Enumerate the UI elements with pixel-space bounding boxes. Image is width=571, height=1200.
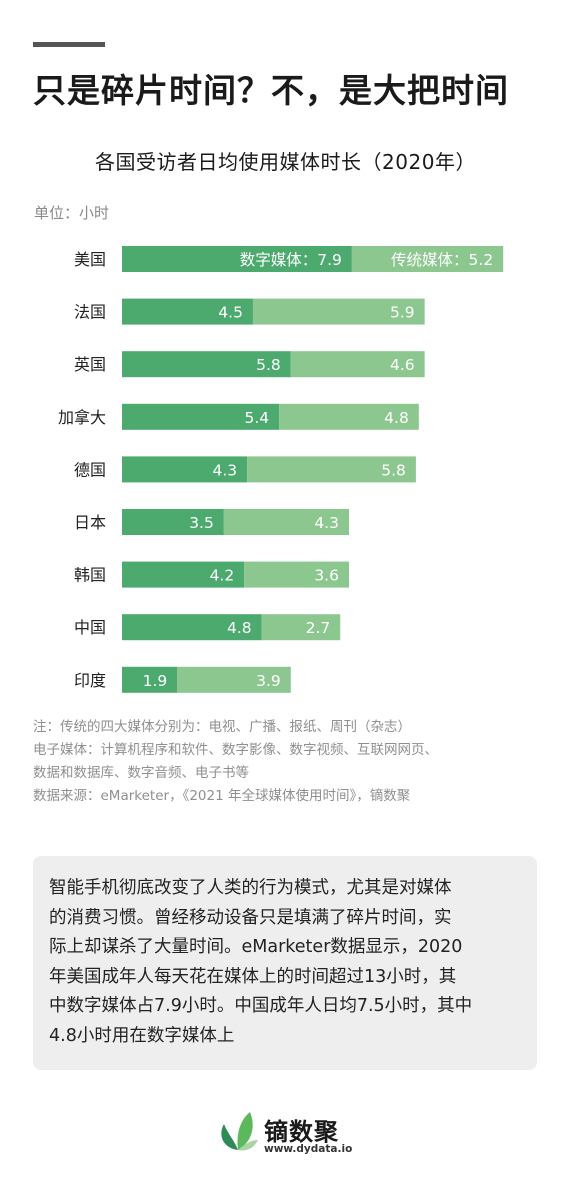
note-line: 电子媒体：计算机程序和软件、数字影像、数字视频、互联网网页、 xyxy=(33,742,438,758)
bar-segment xyxy=(279,403,419,430)
bar-segment xyxy=(122,298,253,325)
leaf-logo-icon xyxy=(221,1112,258,1151)
bar-segment xyxy=(252,298,425,325)
bar-segment xyxy=(223,509,349,535)
summary-line: 的消费习惯。曾经移动设备只是填满了碎片时间，实 xyxy=(49,907,452,928)
category-label: 英国 xyxy=(74,355,106,374)
summary-line: 际上却谋杀了大量时间。eMarketer数据显示，2020 xyxy=(49,937,463,957)
summary-line: 中数字媒体占7.9小时。中国成年人日均7.5小时，其中 xyxy=(49,996,473,1016)
bar-segment xyxy=(290,351,425,378)
summary-line: 智能手机彻底改变了人类的行为模式，尤其是对媒体 xyxy=(49,878,452,898)
unit-label: 单位：小时 xyxy=(34,204,110,222)
data-label: 传统媒体：5.2 xyxy=(391,251,493,269)
data-label: 4.5 xyxy=(218,304,243,322)
brand-logo[interactable]: 镝数聚 www.dydata.io xyxy=(218,1110,358,1160)
category-label: 加拿大 xyxy=(58,408,106,427)
category-label: 印度 xyxy=(74,671,106,690)
bar-segment xyxy=(122,351,291,378)
bar-segment xyxy=(122,456,248,483)
data-label: 数字媒体：7.9 xyxy=(240,251,342,269)
brand-name: 镝数聚 xyxy=(264,1118,339,1146)
bar-segment xyxy=(247,456,416,483)
category-label: 韩国 xyxy=(74,566,106,585)
brand-url: www.dydata.io xyxy=(264,1143,353,1155)
data-label: 3.6 xyxy=(314,567,339,585)
bar-segment xyxy=(351,246,504,272)
chart-title: 各国受访者日均使用媒体时长（2020年） xyxy=(95,150,476,174)
data-label: 3.9 xyxy=(256,672,281,690)
category-label: 德国 xyxy=(74,460,106,479)
summary-box: 智能手机彻底改变了人类的行为模式，尤其是对媒体 的消费习惯。曾经移动设备只是填满… xyxy=(33,856,537,1070)
category-label: 日本 xyxy=(74,513,106,532)
note-line: 数据和数据库、数字音频、电子书等 xyxy=(33,765,249,781)
data-label: 4.3 xyxy=(212,461,237,479)
bar-segment xyxy=(122,561,245,588)
top-rule xyxy=(33,42,105,47)
bar-segment xyxy=(244,561,349,588)
data-label: 4.3 xyxy=(314,514,339,532)
data-label: 4.2 xyxy=(210,567,235,585)
category-label: 法国 xyxy=(74,303,106,322)
note-line: 数据来源：eMarketer，《2021 年全球媒体使用时间》，镝数聚 xyxy=(33,788,411,804)
category-label: 美国 xyxy=(74,250,106,269)
summary-line: 年美国成年人每天花在媒体上的时间超过13小时，其 xyxy=(49,966,457,987)
data-label: 5.4 xyxy=(244,409,269,427)
data-label: 1.9 xyxy=(143,672,168,690)
bar-segment xyxy=(122,246,352,272)
media-time-chart: 美国 数字媒体：7.9 传统媒体：5.2 法国 4.5 5.9 英国 5.8 4.6 加拿大 5.4… xyxy=(58,246,504,693)
data-label: 5.8 xyxy=(381,461,406,479)
category-label: 中国 xyxy=(74,618,106,637)
bar-segment xyxy=(122,614,262,641)
data-label: 4.8 xyxy=(227,619,252,637)
page-headline: 只是碎片时间？不，是大把时间 xyxy=(33,71,509,110)
bar-segment xyxy=(122,666,178,693)
data-label: 5.9 xyxy=(390,304,415,322)
note-line: 注：传统的四大媒体分别为：电视、广播、报纸、周刊（杂志） xyxy=(33,719,411,735)
bar-segment xyxy=(122,509,224,535)
data-label: 5.8 xyxy=(256,356,281,374)
bar-segment xyxy=(177,666,291,693)
data-label: 3.5 xyxy=(189,514,214,532)
data-label: 2.7 xyxy=(306,619,331,637)
chart-notes: 注：传统的四大媒体分别为：电视、广播、报纸、周刊（杂志） 电子媒体：计算机程序和… xyxy=(33,716,543,808)
summary-line: 4.8小时用在数字媒体上 xyxy=(49,1025,235,1046)
data-label: 4.8 xyxy=(384,409,409,427)
bar-segment xyxy=(261,614,341,641)
bar-segment xyxy=(122,403,280,430)
data-label: 4.6 xyxy=(390,356,415,374)
